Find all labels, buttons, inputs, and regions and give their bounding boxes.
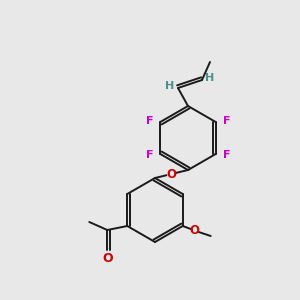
Text: F: F xyxy=(146,150,153,160)
Text: O: O xyxy=(167,167,176,181)
Text: H: H xyxy=(206,73,214,83)
Text: F: F xyxy=(223,150,230,160)
Text: O: O xyxy=(190,224,200,236)
Text: H: H xyxy=(165,81,175,91)
Text: F: F xyxy=(223,116,230,126)
Text: O: O xyxy=(102,251,112,265)
Text: F: F xyxy=(146,116,153,126)
